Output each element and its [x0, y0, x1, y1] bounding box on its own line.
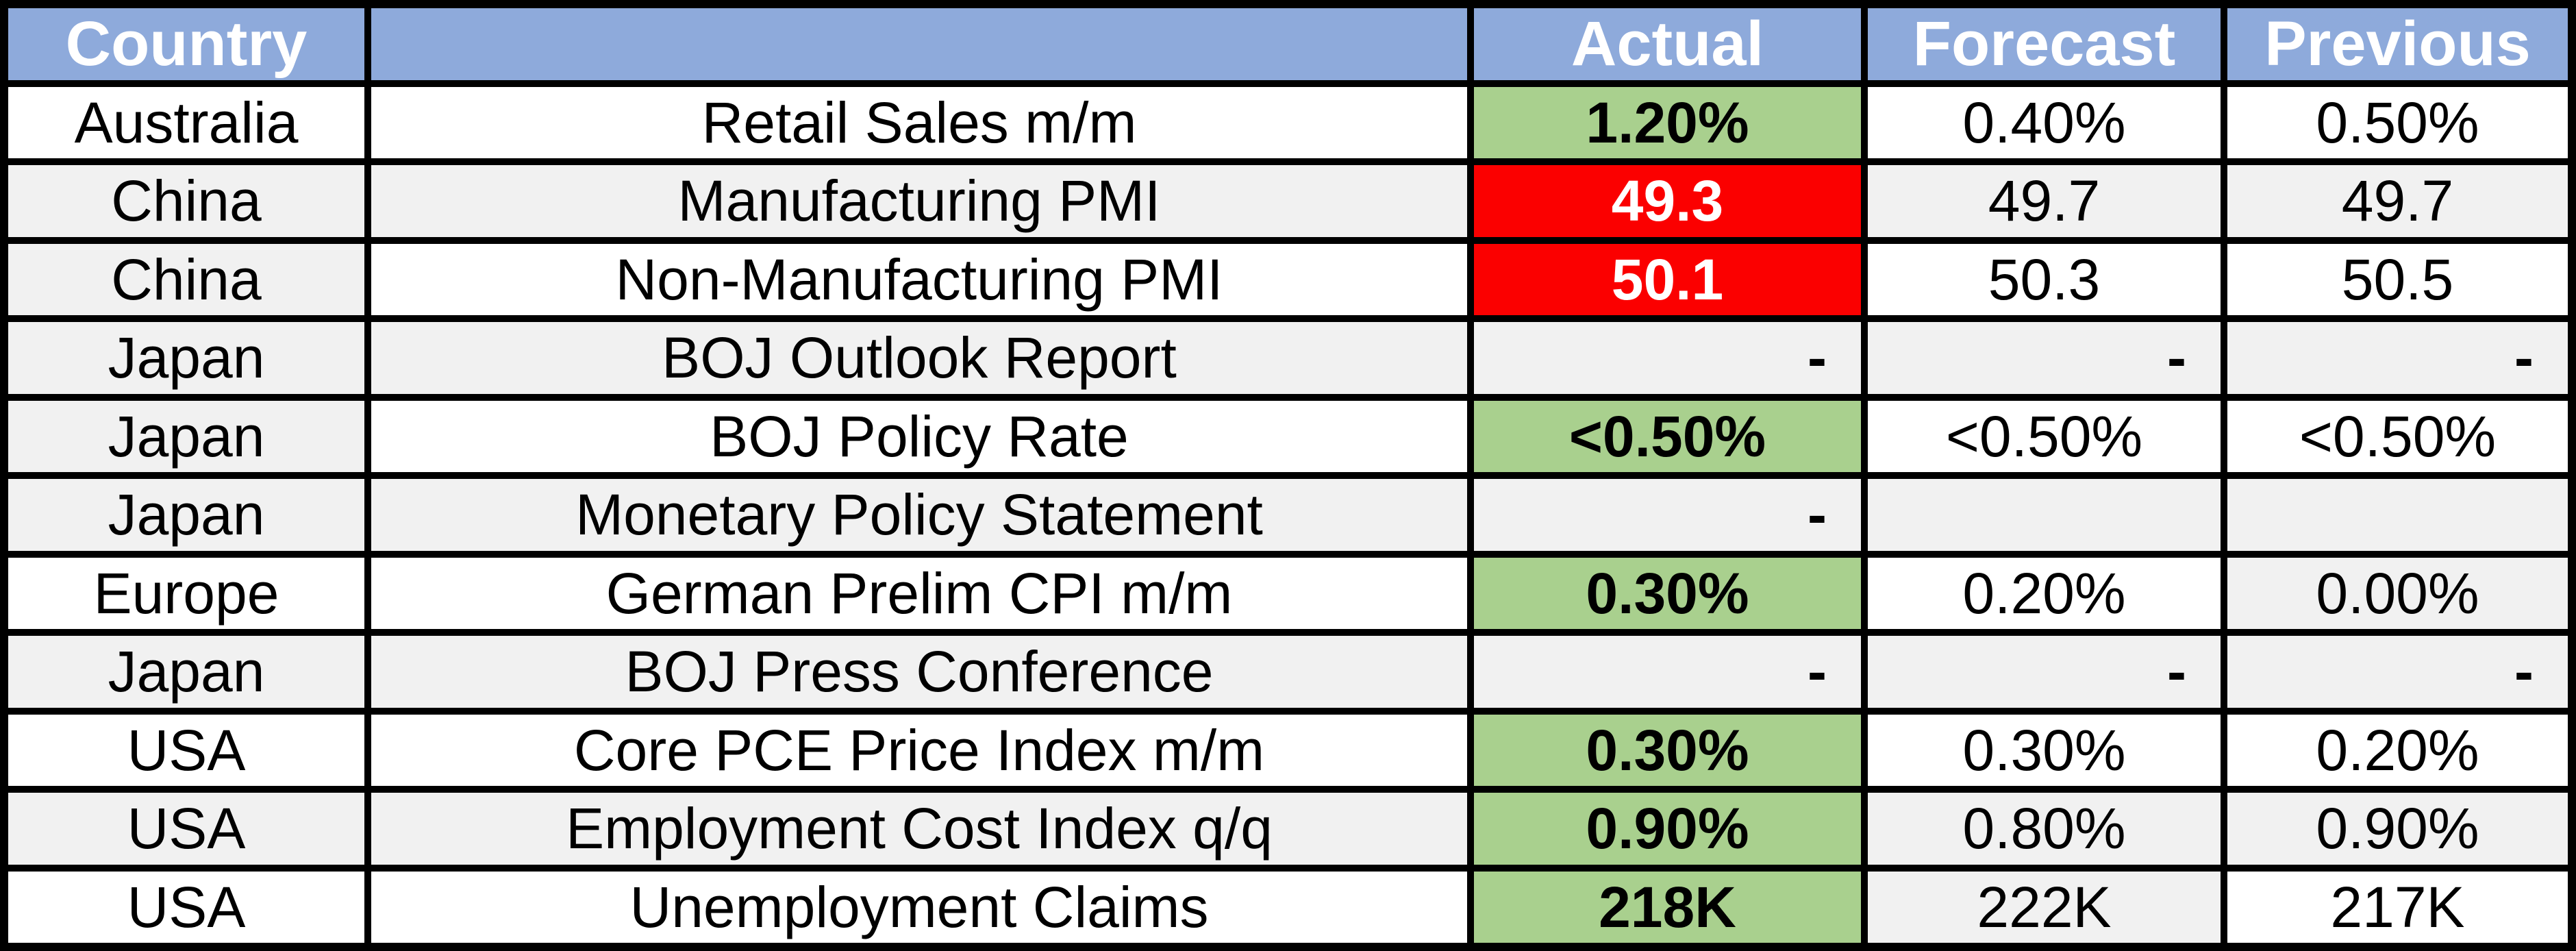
previous-cell: <0.50%: [2227, 400, 2568, 472]
forecast-cell: 0.80%: [1868, 793, 2221, 865]
country-cell: Japan: [8, 479, 364, 551]
country-cell: Australia: [8, 86, 364, 158]
actual-cell: -: [1474, 636, 1861, 708]
event-cell: German Prelim CPI m/m: [371, 557, 1467, 629]
actual-cell: <0.50%: [1474, 400, 1861, 472]
event-cell: Manufacturing PMI: [371, 165, 1467, 237]
previous-cell: -: [2227, 322, 2568, 394]
actual-cell: 50.1: [1474, 243, 1861, 315]
country-cell: USA: [8, 793, 364, 865]
previous-cell: 0.50%: [2227, 86, 2568, 158]
actual-cell: 0.30%: [1474, 714, 1861, 786]
country-cell: Japan: [8, 636, 364, 708]
event-cell: Monetary Policy Statement: [371, 479, 1467, 551]
country-cell: China: [8, 165, 364, 237]
actual-cell: 49.3: [1474, 165, 1861, 237]
actual-cell: -: [1474, 479, 1861, 551]
country-cell: USA: [8, 871, 364, 943]
header-country: Country: [8, 8, 364, 80]
previous-cell: [2227, 479, 2568, 551]
actual-cell: -: [1474, 322, 1861, 394]
forecast-cell: <0.50%: [1868, 400, 2221, 472]
forecast-cell: 0.30%: [1868, 714, 2221, 786]
header-previous: Previous: [2227, 8, 2568, 80]
country-cell: USA: [8, 714, 364, 786]
actual-cell: 218K: [1474, 871, 1861, 943]
forecast-cell: 0.20%: [1868, 557, 2221, 629]
country-cell: Japan: [8, 322, 364, 394]
previous-cell: 0.20%: [2227, 714, 2568, 786]
country-cell: China: [8, 243, 364, 315]
actual-cell: 1.20%: [1474, 86, 1861, 158]
event-cell: Unemployment Claims: [371, 871, 1467, 943]
event-cell: Non-Manufacturing PMI: [371, 243, 1467, 315]
forecast-cell: [1868, 479, 2221, 551]
forecast-cell: -: [1868, 636, 2221, 708]
header-event: [371, 8, 1467, 80]
actual-cell: 0.30%: [1474, 557, 1861, 629]
forecast-cell: 49.7: [1868, 165, 2221, 237]
previous-cell: 0.90%: [2227, 793, 2568, 865]
event-cell: Core PCE Price Index m/m: [371, 714, 1467, 786]
event-cell: Retail Sales m/m: [371, 86, 1467, 158]
forecast-cell: 222K: [1868, 871, 2221, 943]
forecast-cell: -: [1868, 322, 2221, 394]
actual-cell: 0.90%: [1474, 793, 1861, 865]
header-actual: Actual: [1474, 8, 1861, 80]
header-forecast: Forecast: [1868, 8, 2221, 80]
event-cell: BOJ Policy Rate: [371, 400, 1467, 472]
country-cell: Japan: [8, 400, 364, 472]
event-cell: BOJ Outlook Report: [371, 322, 1467, 394]
event-cell: Employment Cost Index q/q: [371, 793, 1467, 865]
previous-cell: 0.00%: [2227, 557, 2568, 629]
country-cell: Europe: [8, 557, 364, 629]
forecast-cell: 0.40%: [1868, 86, 2221, 158]
previous-cell: 217K: [2227, 871, 2568, 943]
previous-cell: -: [2227, 636, 2568, 708]
event-cell: BOJ Press Conference: [371, 636, 1467, 708]
previous-cell: 49.7: [2227, 165, 2568, 237]
forecast-cell: 50.3: [1868, 243, 2221, 315]
previous-cell: 50.5: [2227, 243, 2568, 315]
